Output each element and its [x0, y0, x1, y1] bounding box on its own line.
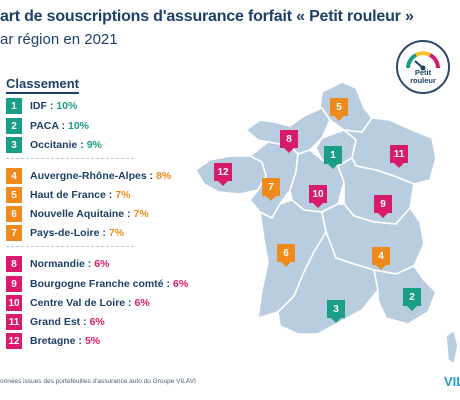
region-name: Nouvelle Aquitaine :	[30, 208, 131, 220]
rank-badge: 8	[6, 256, 22, 272]
rank-badge: 1	[6, 98, 22, 114]
map-marker: 5	[330, 98, 348, 121]
legend-item: 1 IDF :10%	[6, 98, 77, 114]
rank-badge: 7	[6, 225, 22, 241]
map-marker: 9	[374, 195, 392, 218]
source-note: onnées issues des portefeuilles d'assura…	[0, 378, 196, 385]
region-share: 7%	[115, 189, 131, 201]
region-name: Centre Val de Loire :	[30, 297, 132, 309]
region-share: 6%	[173, 278, 189, 290]
region-name: IDF :	[30, 100, 54, 112]
region-name: Bourgogne Franche comté :	[30, 278, 171, 290]
legend-item: 3 Occitanie :9%	[6, 137, 102, 153]
region-share: 5%	[84, 335, 101, 347]
region-name: Pays-de-Loire :	[30, 227, 106, 239]
rank-badge: 10	[6, 295, 22, 311]
legend-item: 6 Nouvelle Aquitaine :7%	[6, 206, 149, 222]
region-name: Auvergne-Rhône-Alpes :	[30, 170, 154, 182]
legend-item: 7 Pays-de-Loire :7%	[6, 225, 124, 241]
speedometer-icon	[406, 51, 440, 71]
legend-item: 2 PACA :10%	[6, 118, 89, 134]
region-name: Occitanie :	[30, 139, 84, 151]
rank-badge: 12	[6, 333, 22, 349]
region-share: 7%	[133, 208, 149, 220]
region-share: 7%	[108, 227, 125, 239]
map-marker: 12	[214, 163, 232, 186]
map-marker: 2	[403, 288, 421, 311]
map-marker: 4	[372, 247, 390, 270]
map-marker: 10	[309, 185, 327, 208]
map-marker: 11	[390, 145, 408, 168]
petit-rouleur-badge: Petit rouleur	[396, 40, 450, 94]
legend-item: 10 Centre Val de Loire :6%	[6, 295, 150, 311]
badge-label: Petit rouleur	[410, 68, 436, 85]
region-share: 6%	[89, 316, 105, 328]
rank-badge: 9	[6, 276, 22, 292]
legend-item: 5 Haut de France :7%	[6, 187, 130, 203]
legend-item: 11 Grand Est :6%	[6, 314, 105, 330]
map-marker: 1	[324, 146, 342, 169]
map-marker: 6	[277, 244, 295, 267]
region-name: Bretagne :	[30, 335, 82, 347]
legend-divider	[6, 246, 134, 247]
region-corse	[445, 329, 459, 365]
legend-item: 9 Bourgogne Franche comté :6%	[6, 276, 188, 292]
page-title: art de souscriptions d'assurance forfait…	[0, 8, 414, 25]
brand-logo: VIL	[444, 374, 460, 389]
region-name: Grand Est :	[30, 316, 87, 328]
region-name: Haut de France :	[30, 189, 113, 201]
rank-badge: 11	[6, 314, 22, 330]
legend-title: Classement	[6, 76, 79, 94]
map-marker: 3	[327, 300, 345, 323]
rank-badge: 6	[6, 206, 22, 222]
legend-item: 12 Bretagne :5%	[6, 333, 100, 349]
map-marker: 7	[262, 178, 280, 201]
rank-badge: 4	[6, 168, 22, 184]
page-subtitle: ar région en 2021	[0, 31, 118, 48]
legend-item: 4 Auvergne-Rhône-Alpes :8%	[6, 168, 171, 184]
region-share: 6%	[94, 258, 110, 270]
rank-badge: 5	[6, 187, 22, 203]
map-marker: 8	[280, 130, 298, 153]
region-share: 10%	[68, 120, 90, 132]
rank-badge: 3	[6, 137, 22, 153]
rank-badge: 2	[6, 118, 22, 134]
legend-divider	[6, 158, 134, 159]
region-share: 6%	[134, 297, 150, 309]
region-name: PACA :	[30, 120, 65, 132]
legend-item: 8 Normandie :6%	[6, 256, 109, 272]
region-share: 10%	[56, 100, 78, 112]
region-name: Normandie :	[30, 258, 92, 270]
region-share: 9%	[86, 139, 102, 151]
region-share: 8%	[156, 170, 172, 182]
